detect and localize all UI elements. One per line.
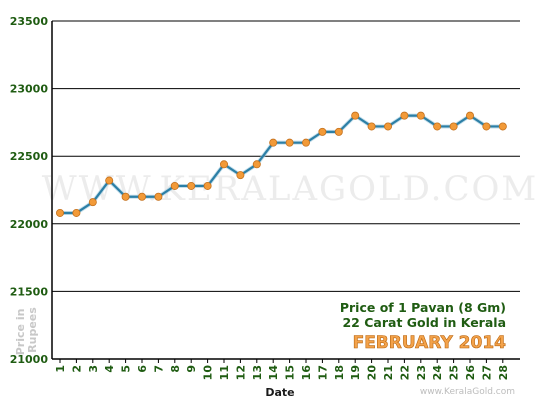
y-tick-label-21000: 21000 xyxy=(10,353,49,366)
x-axis-label: Date xyxy=(265,386,294,399)
info-title: Price of 1 Pavan (8 Gm) xyxy=(340,300,506,315)
data-point-3 xyxy=(88,198,97,207)
x-tick-label-22: 22 xyxy=(398,365,411,380)
x-tick-label-1: 1 xyxy=(54,365,67,373)
data-point-11 xyxy=(219,160,228,169)
y-tick-label-22500: 22500 xyxy=(10,150,49,163)
x-tick-label-14: 14 xyxy=(267,365,280,381)
price-series xyxy=(56,111,507,217)
data-point-6 xyxy=(137,192,146,201)
data-point-4 xyxy=(105,176,114,185)
x-tick-label-5: 5 xyxy=(120,365,133,373)
data-point-22 xyxy=(400,111,409,120)
data-point-17 xyxy=(318,127,327,136)
data-point-15 xyxy=(285,138,294,147)
data-point-9 xyxy=(187,181,196,190)
x-tick-label-13: 13 xyxy=(251,365,264,380)
x-tick-label-28: 28 xyxy=(497,365,510,380)
data-point-12 xyxy=(236,171,245,180)
data-point-26 xyxy=(465,111,474,120)
data-point-14 xyxy=(269,138,278,147)
x-tick-label-6: 6 xyxy=(136,365,149,373)
y-tick-label-23500: 23500 xyxy=(10,15,49,28)
x-tick-label-7: 7 xyxy=(152,365,165,373)
data-point-1 xyxy=(56,208,65,217)
x-tick-label-24: 24 xyxy=(431,365,444,381)
data-point-16 xyxy=(301,138,310,147)
x-tick-label-2: 2 xyxy=(70,365,83,373)
x-tick-label-10: 10 xyxy=(202,365,215,381)
source-credit: www.KeralaGold.com xyxy=(420,387,515,397)
data-point-8 xyxy=(170,181,179,190)
x-tick-label-27: 27 xyxy=(480,365,493,380)
info-subtitle: 22 Carat Gold in Kerala xyxy=(342,315,506,330)
y-axis-label-line1: Price in xyxy=(14,309,27,356)
y-axis-ticks: 21000 21500 22000 22500 23000 23500 xyxy=(10,15,49,366)
data-point-28 xyxy=(498,122,507,131)
y-tick-label-21500: 21500 xyxy=(10,285,49,298)
x-tick-label-15: 15 xyxy=(284,365,297,380)
data-point-10 xyxy=(203,181,212,190)
data-point-19 xyxy=(351,111,360,120)
info-month: FEBRUARY 2014 xyxy=(353,333,507,353)
data-point-24 xyxy=(433,122,442,131)
data-point-20 xyxy=(367,122,376,131)
x-tick-label-3: 3 xyxy=(87,365,100,373)
x-tick-label-20: 20 xyxy=(366,365,379,381)
data-point-25 xyxy=(449,122,458,131)
data-point-2 xyxy=(72,208,81,217)
data-point-18 xyxy=(334,127,343,136)
x-axis-ticks: 1 2 3 4 5 6 7 8 9 10 11 12 13 14 15 16 17 18 19 20 21 22 23 24 2… xyxy=(54,359,510,380)
data-point-5 xyxy=(121,192,130,201)
x-tick-label-4: 4 xyxy=(103,365,116,373)
y-axis-label: Price in Rupees xyxy=(14,305,39,356)
x-tick-label-21: 21 xyxy=(382,365,395,380)
x-tick-label-19: 19 xyxy=(349,365,362,380)
x-tick-label-12: 12 xyxy=(234,365,247,380)
y-tick-label-23000: 23000 xyxy=(10,83,49,96)
x-tick-label-25: 25 xyxy=(448,365,461,380)
data-point-27 xyxy=(482,122,491,131)
data-point-21 xyxy=(383,122,392,131)
series-line xyxy=(60,114,503,215)
x-tick-label-11: 11 xyxy=(218,365,231,380)
x-tick-label-26: 26 xyxy=(464,365,477,381)
x-tick-label-23: 23 xyxy=(415,365,428,380)
x-tick-label-8: 8 xyxy=(169,365,182,373)
y-axis-label-line2: Rupees xyxy=(26,307,39,353)
x-tick-label-17: 17 xyxy=(316,365,329,380)
data-point-7 xyxy=(154,192,163,201)
x-tick-label-9: 9 xyxy=(185,365,198,373)
watermark: WWW.KERALAGOLD.COM xyxy=(42,169,538,209)
axes xyxy=(51,21,520,360)
data-point-23 xyxy=(416,111,425,120)
x-tick-label-16: 16 xyxy=(300,365,313,381)
data-point-13 xyxy=(252,160,261,169)
x-tick-label-18: 18 xyxy=(333,365,346,380)
y-tick-label-22000: 22000 xyxy=(10,218,49,231)
